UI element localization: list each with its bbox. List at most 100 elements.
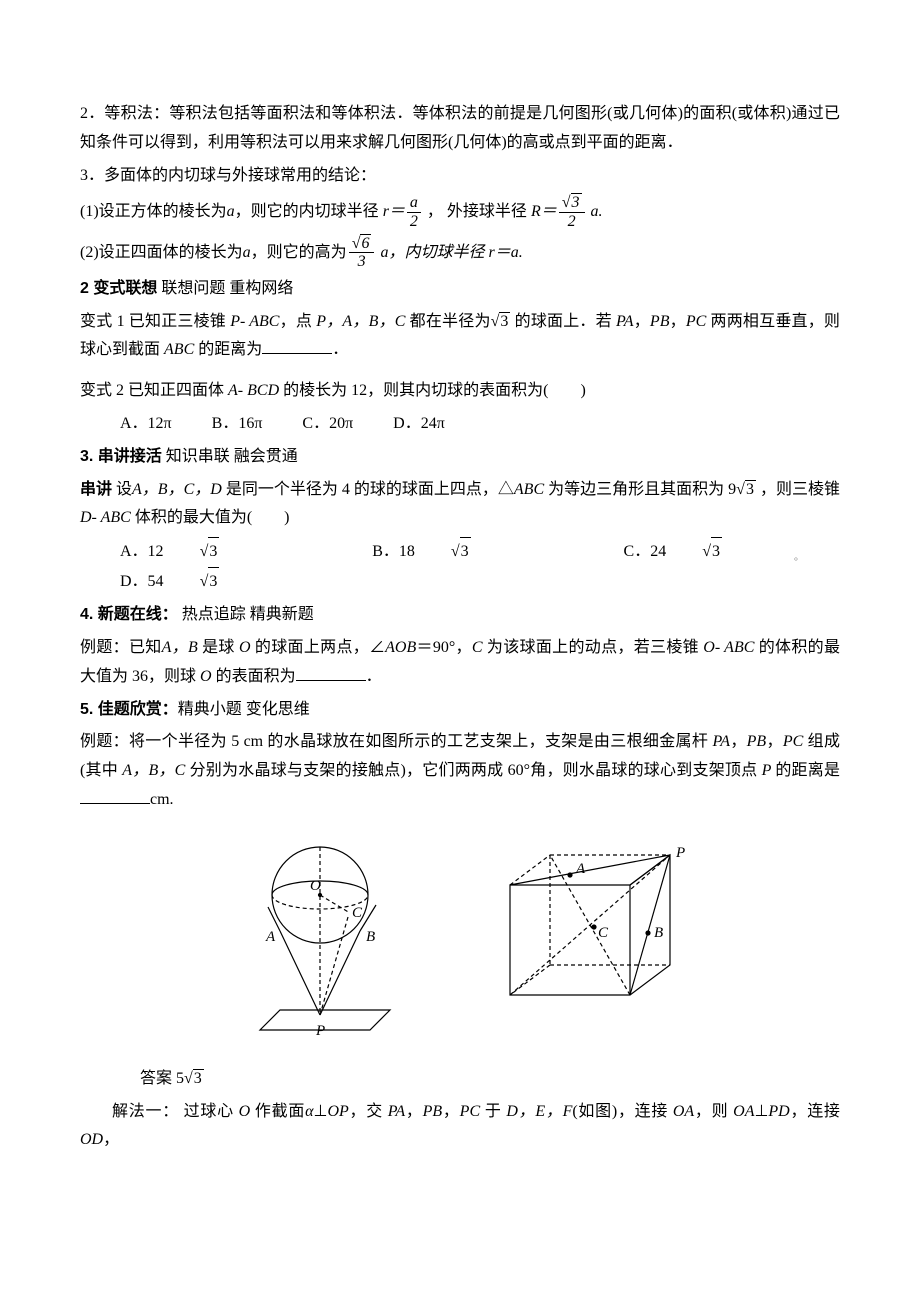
- sym: ABC: [160, 341, 198, 358]
- pts: A，B，C，D: [132, 481, 226, 498]
- t: a.: [587, 203, 603, 220]
- opt-a: A．123: [120, 537, 291, 567]
- label: 串讲: [80, 481, 112, 498]
- frac-sqrt6-3: 63: [349, 235, 375, 271]
- sym: PA: [383, 1103, 405, 1120]
- frac-sqrt3-2: 32: [559, 194, 585, 230]
- t: ，: [103, 1131, 119, 1148]
- sym: PB: [650, 313, 670, 330]
- t: 作截面: [255, 1103, 305, 1120]
- var-a: a: [243, 243, 251, 260]
- label-C: C: [598, 925, 609, 941]
- blank-fill: [296, 664, 366, 681]
- sym: OA: [673, 1103, 694, 1120]
- head: 5. 佳题欣赏：: [80, 701, 178, 718]
- pre: D．54: [120, 568, 164, 597]
- sub: 精典小题 变化思维: [178, 701, 310, 718]
- sym: OD: [80, 1131, 103, 1148]
- opt-c: C．20π: [302, 410, 353, 439]
- sym: O: [239, 1103, 255, 1120]
- eq: r＝: [383, 203, 405, 220]
- den: 3: [349, 253, 375, 271]
- t: 都在半径为: [410, 313, 491, 330]
- t: ⊥: [314, 1103, 328, 1120]
- t: ．: [366, 668, 382, 685]
- t: 的球面上．若: [510, 313, 616, 330]
- t: 为等边三角形且其面积为 9: [548, 481, 736, 498]
- sqrt-icon: 3: [200, 537, 256, 567]
- t: 体积的最大值为( ): [135, 509, 290, 526]
- label: 答案: [140, 1070, 172, 1087]
- t: ⊥: [754, 1103, 768, 1120]
- head: 3. 串讲接活: [80, 448, 162, 465]
- sym: D，E，F: [502, 1103, 573, 1120]
- answer: 答案 53: [80, 1065, 840, 1094]
- t: ，点: [279, 313, 312, 330]
- sub: 热点追踪 精典新题: [178, 606, 314, 623]
- chuanjiang: 串讲 设A，B，C，D 是同一个半径为 4 的球的球面上四点，△ABC 为等边三…: [80, 476, 840, 534]
- eq: R＝: [531, 203, 557, 220]
- t: 例题：已知: [80, 639, 162, 656]
- label-B: B: [654, 925, 663, 941]
- sym: A，B，C: [122, 762, 189, 779]
- t: 过球心: [179, 1103, 239, 1120]
- t: (2)设正四面体的棱长为: [80, 243, 243, 260]
- t: 变式 2 已知正四面体: [80, 382, 224, 399]
- opt-b: B．183: [372, 537, 542, 567]
- t: (如图)，连接: [572, 1103, 673, 1120]
- head: 4. 新题在线：: [80, 606, 178, 623]
- sqrt-icon: 3: [451, 537, 507, 567]
- t: ，则它的内切球半径: [235, 203, 383, 220]
- t: ，则它的高为: [251, 243, 347, 260]
- t: 的棱长为 12，则其内切球的表面积为( ): [283, 382, 586, 399]
- label-A: A: [265, 929, 276, 945]
- label-P: P: [315, 1023, 325, 1039]
- section-3-head: 3. 串讲接活 知识串联 融会贯通: [80, 443, 840, 472]
- rad: 3: [711, 537, 722, 567]
- sqrt-icon: 3: [200, 567, 256, 597]
- sym: PA: [708, 733, 730, 750]
- sqrt-icon: 6: [352, 235, 372, 253]
- sym: O: [239, 639, 255, 656]
- rad: 3: [499, 312, 510, 330]
- section-5-head: 5. 佳题欣赏：精典小题 变化思维: [80, 696, 840, 725]
- t: cm.: [150, 791, 174, 808]
- t: ，: [669, 313, 685, 330]
- label: 解法一：: [112, 1103, 179, 1120]
- sqrt-icon: 3: [184, 1065, 204, 1094]
- para-3-1: (1)设正方体的棱长为a，则它的内切球半径 r＝a2 ， 外接球半径 R＝32 …: [80, 194, 840, 230]
- rad: 3: [208, 537, 219, 567]
- sym: OP: [327, 1103, 348, 1120]
- t: 的表面积为: [216, 668, 296, 685]
- sqrt-icon: 3: [702, 537, 758, 567]
- t: ，交: [349, 1103, 383, 1120]
- sqrt-icon: 3: [736, 476, 756, 505]
- num: a: [407, 194, 421, 213]
- figure-row: O C A B P: [80, 835, 840, 1045]
- t: ，则: [694, 1103, 733, 1120]
- label-O: O: [310, 878, 321, 894]
- variant-2-options: A．12π B．16π C．20π D．24π: [80, 410, 840, 439]
- variant-2: 变式 2 已知正四面体 A- BCD 的棱长为 12，则其内切球的表面积为( ): [80, 377, 840, 406]
- section-4-head: 4. 新题在线： 热点追踪 精典新题: [80, 601, 840, 630]
- t: ．: [332, 341, 348, 358]
- t: ，则三棱锥: [756, 481, 840, 498]
- sym: PC: [460, 1103, 485, 1120]
- example-5: 例题：将一个半径为 5 cm 的水晶球放在如图所示的工艺支架上，支架是由三根细金…: [80, 728, 840, 814]
- label: 3．: [80, 167, 104, 184]
- sym: A- BCD: [224, 382, 283, 399]
- rad: 3: [745, 480, 756, 498]
- opt-c: C．243。: [624, 537, 804, 567]
- figure-sphere-tripod: O C A B P: [220, 835, 420, 1045]
- opt-b: B．16π: [212, 410, 263, 439]
- example-4: 例题：已知A，B 是球 O 的球面上两点，∠AOB＝90°，C 为该球面上的动点…: [80, 634, 840, 692]
- t: 为该球面上的动点，若三棱锥: [487, 639, 703, 656]
- sym: ABC: [514, 481, 548, 498]
- t: 的距离是: [775, 762, 840, 779]
- sym: O: [200, 668, 216, 685]
- subscript: 。: [794, 552, 804, 563]
- sym: P- ABC: [226, 313, 279, 330]
- sub: 联想问题 重构网络: [157, 280, 293, 297]
- chuanjiang-options: A．123 B．183 C．243。 D．543: [80, 537, 840, 597]
- sym: PC: [783, 733, 808, 750]
